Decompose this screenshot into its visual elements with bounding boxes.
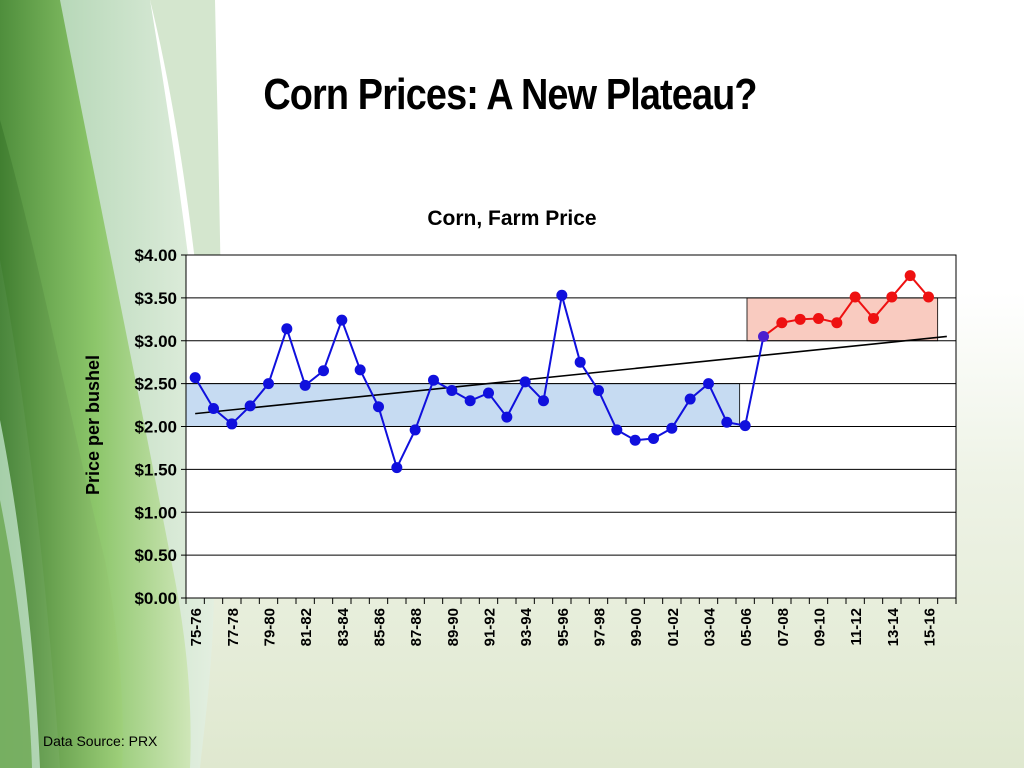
data-point	[373, 401, 384, 413]
y-tick-label: $1.50	[134, 460, 177, 479]
data-point	[299, 379, 311, 391]
x-tick-label: 89-90	[445, 608, 462, 646]
y-tick-label: $2.00	[134, 418, 177, 437]
y-tick-label: $0.50	[134, 546, 177, 565]
x-tick-label: 87-88	[408, 608, 425, 646]
x-tick-label: 15-16	[922, 608, 939, 646]
y-tick-label: $1.00	[134, 503, 177, 522]
plateau-band-high	[746, 297, 939, 342]
x-tick-label: 07-08	[775, 608, 792, 646]
data-point	[464, 395, 476, 407]
x-tick-label: 01-02	[665, 608, 682, 646]
x-tick-label: 77-78	[225, 608, 242, 646]
plateau-band-low	[185, 383, 741, 427]
data-point	[428, 374, 439, 386]
data-point-recent	[923, 291, 934, 303]
x-tick-label: 97-98	[592, 608, 609, 646]
chart-title: Corn, Farm Price	[427, 207, 596, 230]
data-point	[189, 372, 201, 384]
x-tick-label: 13-14	[885, 607, 902, 646]
data-source-note: Data Source: PRX	[43, 733, 158, 749]
data-point	[318, 365, 329, 377]
x-tick-label: 85-86	[372, 608, 389, 646]
data-point	[739, 420, 751, 432]
y-tick-label: $0.00	[134, 589, 177, 608]
data-point	[409, 424, 421, 436]
y-tick-label: $3.50	[134, 289, 177, 308]
x-tick-label: 05-06	[738, 608, 755, 646]
data-point	[666, 422, 678, 434]
data-point	[538, 395, 549, 407]
data-point-recent	[794, 313, 806, 325]
data-point	[648, 433, 659, 445]
data-point	[758, 330, 769, 342]
x-tick-label: 83-84	[335, 607, 352, 646]
data-point-recent	[886, 291, 898, 303]
x-tick-label: 91-92	[482, 608, 499, 646]
x-tick-label: 79-80	[262, 608, 279, 646]
y-tick-label: $2.50	[134, 375, 177, 394]
data-point	[684, 393, 696, 405]
x-tick-label: 11-12	[848, 608, 865, 646]
data-point	[703, 378, 714, 390]
data-point-recent	[904, 270, 916, 282]
data-point	[391, 462, 403, 474]
x-tick-label: 09-10	[812, 608, 829, 646]
data-point	[593, 384, 604, 396]
x-tick-label: 03-04	[702, 607, 719, 646]
x-tick-label: 95-96	[555, 608, 572, 646]
series-line-recent	[762, 274, 930, 338]
x-tick-label: 75-76	[188, 608, 205, 646]
data-point	[354, 364, 366, 376]
data-point-recent	[813, 312, 824, 324]
data-point	[263, 378, 274, 390]
data-point	[629, 434, 641, 446]
data-point	[519, 376, 531, 388]
y-axis-label: Price per bushel	[83, 355, 103, 495]
data-point	[244, 400, 256, 412]
data-point	[721, 416, 733, 428]
x-tick-label: 99-00	[628, 608, 645, 646]
data-point-recent	[849, 291, 861, 303]
x-tick-label: 81-82	[298, 608, 315, 646]
y-tick-label: $3.00	[134, 332, 177, 351]
data-point-recent	[831, 317, 843, 329]
data-point	[336, 314, 348, 326]
data-point	[208, 402, 219, 414]
data-point	[446, 384, 458, 396]
data-point	[574, 356, 586, 368]
trend-line	[195, 335, 947, 415]
slide-title: Corn Prices: A New Plateau?	[263, 70, 757, 119]
x-tick-label: 93-94	[518, 607, 535, 646]
data-point	[483, 387, 494, 399]
data-point	[226, 418, 238, 430]
data-point	[281, 323, 293, 335]
data-point-recent	[776, 317, 788, 329]
y-tick-label: $4.00	[134, 246, 177, 265]
data-point	[611, 424, 623, 436]
data-point	[556, 289, 568, 301]
data-point	[501, 411, 513, 423]
data-point-recent	[868, 312, 879, 324]
